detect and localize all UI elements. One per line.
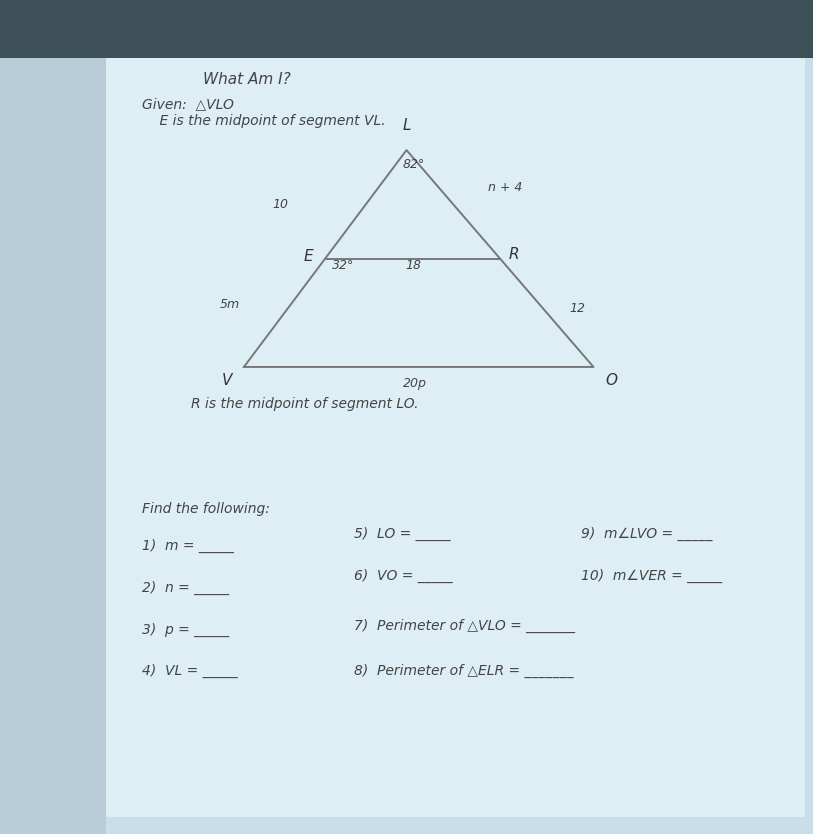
Text: R: R xyxy=(508,247,519,262)
Text: 1)  m = _____: 1) m = _____ xyxy=(142,540,234,553)
Text: L: L xyxy=(402,118,411,133)
Text: Find the following:: Find the following: xyxy=(142,502,270,515)
Text: 5m: 5m xyxy=(220,298,240,311)
FancyBboxPatch shape xyxy=(106,58,805,817)
Text: V: V xyxy=(221,373,232,388)
Text: 10: 10 xyxy=(272,198,289,211)
Text: Given:  △VLO: Given: △VLO xyxy=(142,98,234,111)
Text: 82°: 82° xyxy=(402,158,424,172)
Text: What Am I?: What Am I? xyxy=(203,72,291,87)
Text: O: O xyxy=(606,373,618,388)
Text: 8)  Perimeter of △ELR = _______: 8) Perimeter of △ELR = _______ xyxy=(354,665,573,678)
Text: 32°: 32° xyxy=(332,259,354,272)
Text: 6)  VO = _____: 6) VO = _____ xyxy=(354,569,452,582)
Text: 5)  LO = _____: 5) LO = _____ xyxy=(354,527,450,540)
Text: 2)  n = _____: 2) n = _____ xyxy=(142,581,229,595)
Text: 9)  m∠LVO = _____: 9) m∠LVO = _____ xyxy=(581,527,713,540)
Text: n + 4: n + 4 xyxy=(488,181,522,194)
Text: 20p: 20p xyxy=(402,377,427,390)
Text: 4)  VL = _____: 4) VL = _____ xyxy=(142,665,238,678)
Text: 3)  p = _____: 3) p = _____ xyxy=(142,623,229,636)
FancyBboxPatch shape xyxy=(0,58,106,834)
Text: E is the midpoint of segment VL.: E is the midpoint of segment VL. xyxy=(142,114,386,128)
Text: 18: 18 xyxy=(405,259,421,272)
FancyBboxPatch shape xyxy=(0,0,813,58)
Text: E: E xyxy=(303,249,313,264)
Text: 12: 12 xyxy=(569,302,585,315)
Text: 7)  Perimeter of △VLO = _______: 7) Perimeter of △VLO = _______ xyxy=(354,619,575,632)
Text: R is the midpoint of segment LO.: R is the midpoint of segment LO. xyxy=(191,398,419,411)
Text: 10)  m∠VER = _____: 10) m∠VER = _____ xyxy=(581,569,723,582)
